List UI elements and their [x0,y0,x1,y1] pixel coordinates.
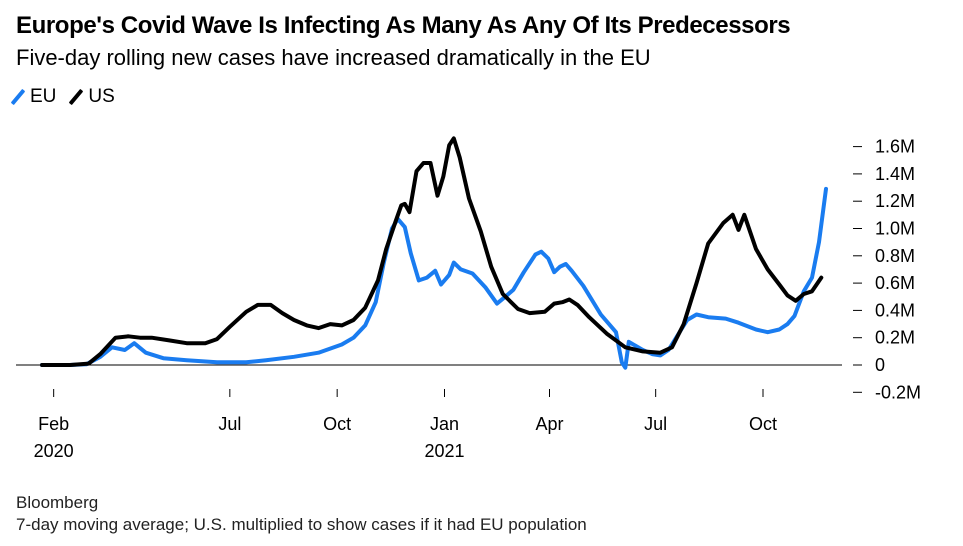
y-tick-label: 1.4M [875,164,915,184]
x-tick-label: Apr [535,414,563,434]
x-tick-label: Oct [749,414,777,434]
y-tick-label: 1.6M [875,137,915,157]
x-tick-label: Jul [218,414,241,434]
y-tick-label: 0.4M [875,300,915,320]
x-tick-year-label: 2021 [424,441,464,461]
y-tick-label: 0.2M [875,328,915,348]
legend-item-us: US [69,86,115,108]
y-tick-label: 1.0M [875,219,915,239]
source-label: Bloomberg [16,493,99,512]
x-tick-label: Feb [38,414,69,434]
series-line-us [40,136,824,367]
y-tick-label: 0.8M [875,246,915,266]
x-tick-year-label: 2020 [34,441,74,461]
chart-title: Europe's Covid Wave Is Infecting As Many… [16,12,791,39]
legend-item-eu: EU [10,86,57,108]
chart-subtitle: Five-day rolling new cases have increase… [16,45,651,70]
y-tick-label: 0 [875,355,885,375]
x-tick-label: Jan [430,414,459,434]
y-tick-label: 1.2M [875,191,915,211]
x-tick-label: Jul [644,414,667,434]
x-tick-label: Oct [323,414,351,434]
chart-footer: Bloomberg 7-day moving average; U.S. mul… [16,492,587,536]
y-tick-label: -0.2M [875,382,921,402]
y-tick-label: 0.6M [875,273,915,293]
footnote: 7-day moving average; U.S. multiplied to… [16,515,587,534]
legend-label-eu: EU [30,86,57,107]
legend-label-us: US [88,86,115,107]
chart-legend: EU US [10,86,133,108]
